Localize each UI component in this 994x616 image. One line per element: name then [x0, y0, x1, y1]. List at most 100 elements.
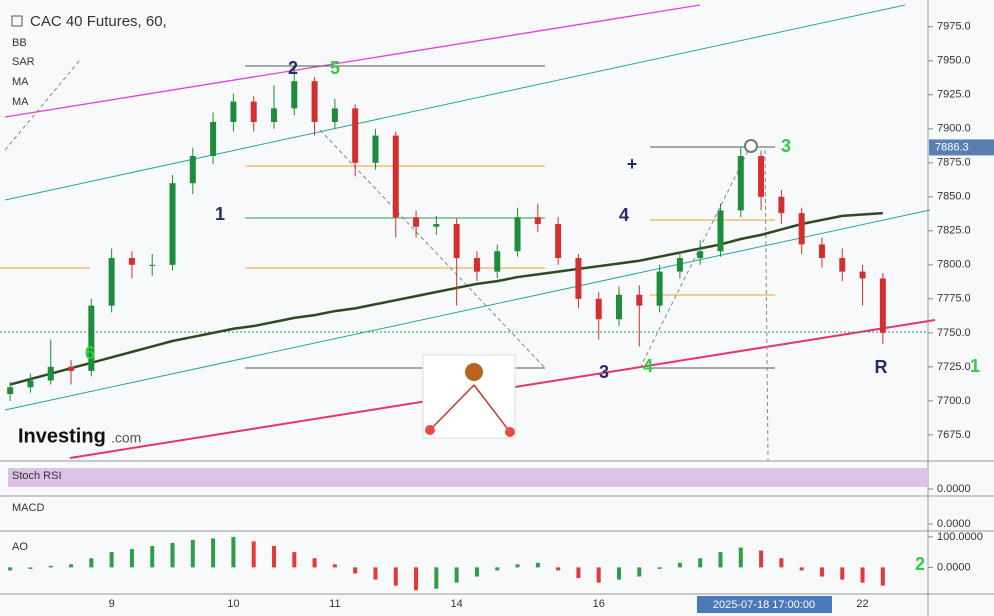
- indicator-label[interactable]: SAR: [12, 56, 35, 68]
- logo-brand: Investing: [18, 425, 106, 447]
- y-tick-label: 7750.0: [937, 327, 971, 339]
- histogram-bar: [48, 565, 53, 568]
- histogram-bar: [718, 552, 723, 568]
- candle-body: [494, 251, 501, 272]
- candle-body: [433, 224, 440, 227]
- y-tick-label: 7900.0: [937, 123, 971, 135]
- histogram-bar: [271, 546, 276, 568]
- indicator-label[interactable]: BB: [12, 37, 27, 49]
- candle-body: [656, 271, 663, 306]
- y-tick-label: 7925.0: [937, 89, 971, 101]
- candle-body: [311, 81, 318, 122]
- histogram-bar: [698, 558, 703, 568]
- candle-body: [149, 264, 156, 266]
- trendline: [4, 4, 701, 118]
- candle-body: [473, 258, 480, 272]
- candle-body: [697, 251, 704, 259]
- last-price-label: 7886.3: [935, 141, 969, 153]
- bear-head: [465, 363, 483, 381]
- dashed-line: [319, 129, 546, 369]
- dashed-line: [4, 59, 81, 151]
- crosshair-time: 2025-07-18 17:00:00: [713, 599, 815, 611]
- candle-body: [879, 278, 886, 333]
- wave-label: 3: [781, 136, 791, 156]
- histogram-bar: [576, 567, 581, 579]
- candle-body: [189, 156, 196, 184]
- x-tick-label: 11: [329, 598, 340, 610]
- y-tick-label: 7725.0: [937, 361, 971, 373]
- candle-body: [717, 210, 724, 252]
- candle-body: [514, 217, 521, 252]
- candle-body: [595, 298, 602, 320]
- candle-body: [616, 294, 623, 320]
- x-tick-label: 10: [227, 598, 239, 610]
- wave-label: 2: [288, 58, 298, 78]
- candle-body: [270, 108, 277, 122]
- x-tick-label: 9: [109, 598, 115, 610]
- histogram-bar: [414, 567, 419, 591]
- histogram-bar: [657, 567, 662, 569]
- candle-body: [839, 258, 846, 272]
- candle-body: [555, 224, 562, 259]
- wave-label: 4: [643, 356, 653, 376]
- histogram-bar: [393, 567, 398, 586]
- moving-average: [9, 211, 883, 386]
- wave-label: 4: [619, 205, 629, 225]
- candle-body: [352, 108, 359, 163]
- y-tick-label: 7675.0: [937, 429, 971, 441]
- histogram-bar: [738, 547, 743, 568]
- histogram-bar: [373, 567, 378, 580]
- histogram-bar: [353, 567, 358, 574]
- dashed-line: [764, 149, 769, 461]
- wave-label: +: [627, 154, 638, 174]
- histogram-bar: [860, 567, 865, 583]
- wave-label: 3: [599, 362, 609, 382]
- bear-ball: [425, 425, 435, 435]
- y-tick-label: 7775.0: [937, 293, 971, 305]
- histogram-bar: [28, 567, 33, 569]
- histogram-bar: [779, 558, 784, 568]
- histogram-bar: [89, 558, 94, 568]
- y-tick-label: 7975.0: [937, 21, 971, 33]
- histogram-bar: [677, 562, 682, 568]
- indicator-label[interactable]: MA: [12, 96, 29, 108]
- y-tick-label: 7825.0: [937, 225, 971, 237]
- symbol-title: CAC 40 Futures, 60,: [30, 13, 167, 30]
- candle-body: [392, 135, 399, 218]
- candle-body: [108, 258, 115, 306]
- wave-label: 5: [330, 58, 340, 78]
- histogram-bar: [495, 567, 500, 571]
- histogram-bar: [150, 546, 155, 568]
- y-tick-label: 7875.0: [937, 157, 971, 169]
- candle-body: [778, 196, 785, 214]
- y-tick-label: 7850.0: [937, 191, 971, 203]
- histogram-bar: [129, 549, 134, 568]
- candle-body: [372, 135, 379, 163]
- candle-body: [413, 217, 420, 227]
- candle-body: [291, 81, 298, 109]
- indicator-label[interactable]: MA: [12, 76, 29, 88]
- trendline: [4, 209, 931, 411]
- bear-string: [473, 384, 511, 433]
- candle-body: [676, 258, 683, 272]
- histogram-bar: [799, 567, 804, 571]
- collapse-icon[interactable]: [11, 15, 23, 27]
- candle-body: [210, 121, 217, 156]
- x-tick-label: 22: [856, 598, 868, 610]
- y-tick-label: 100.0000: [937, 531, 983, 543]
- histogram-bar: [69, 564, 74, 568]
- y-tick-label: 0.0000: [937, 483, 971, 495]
- histogram-bar: [8, 567, 13, 571]
- histogram-bar: [880, 567, 885, 586]
- y-tick-label: 7800.0: [937, 259, 971, 271]
- y-tick-label: 7700.0: [937, 395, 971, 407]
- candle-body: [250, 101, 257, 122]
- histogram-bar: [434, 567, 439, 589]
- histogram-bar: [819, 567, 824, 577]
- x-tick-label: 14: [451, 598, 463, 610]
- candle-body: [68, 366, 75, 371]
- histogram-bar: [474, 567, 479, 577]
- bear-image: [422, 354, 516, 439]
- x-tick-label: 16: [593, 598, 605, 610]
